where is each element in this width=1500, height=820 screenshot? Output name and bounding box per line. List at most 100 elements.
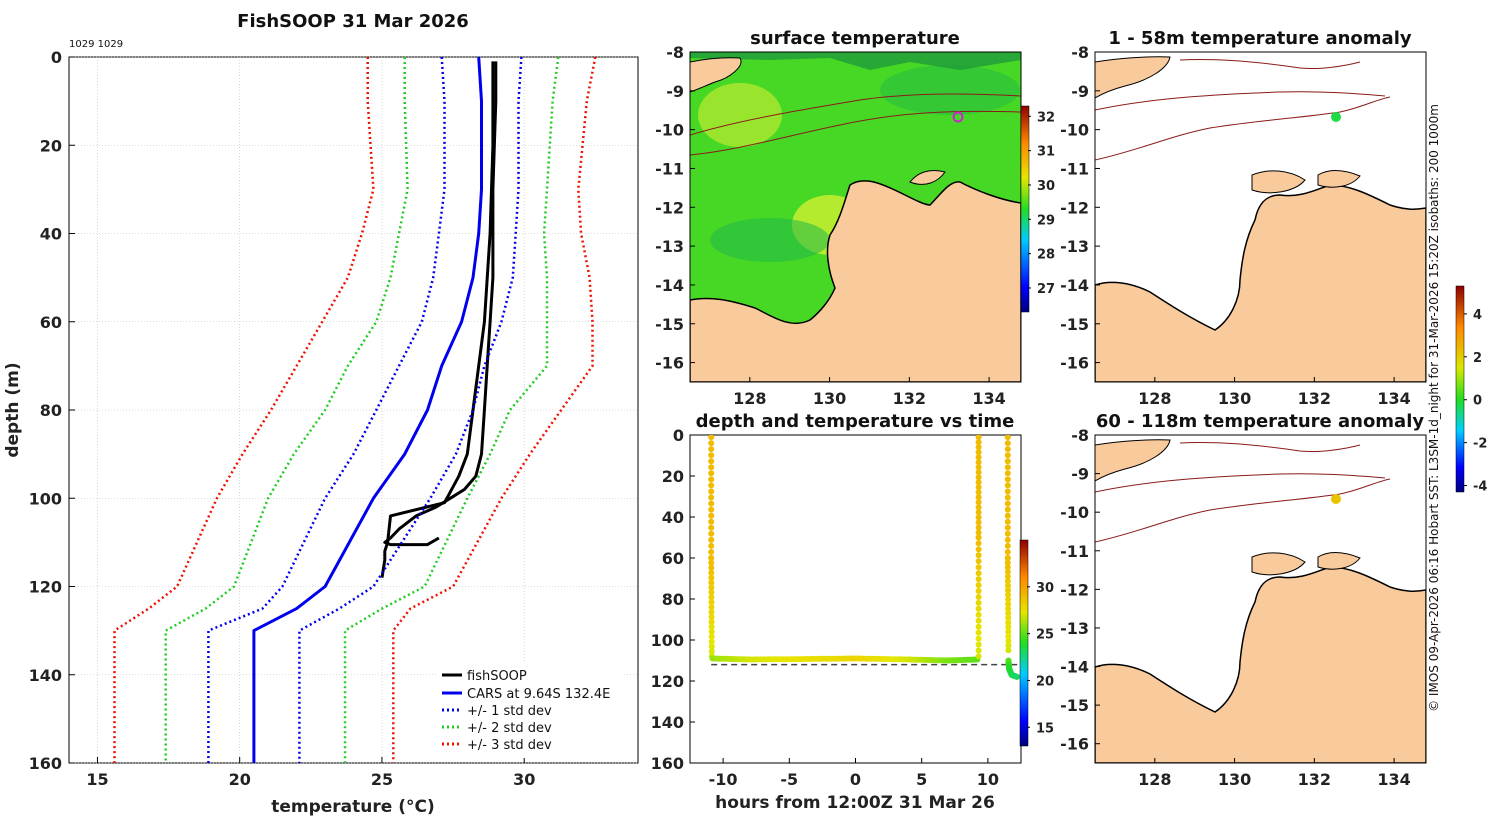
x-tick-label: -10 bbox=[709, 770, 738, 789]
y-tick-label: -13 bbox=[655, 237, 684, 256]
depth-time-point bbox=[708, 476, 715, 483]
cool-patch bbox=[710, 218, 830, 262]
depth-time-point bbox=[708, 619, 715, 625]
depth-time-point bbox=[708, 530, 715, 537]
depth-time-point bbox=[1004, 446, 1011, 453]
cobourg-peninsula bbox=[1317, 552, 1361, 570]
colorbar-tick-label: 28 bbox=[1037, 248, 1055, 263]
australia-coast bbox=[1095, 566, 1426, 763]
series-fishsoop-up- bbox=[380, 61, 495, 578]
depth-time-point bbox=[1004, 549, 1011, 555]
y-tick-label: -11 bbox=[1060, 542, 1089, 561]
profile-x-label: temperature (°C) bbox=[271, 797, 435, 817]
anomaly-marker bbox=[1331, 494, 1341, 504]
depth-time-point bbox=[975, 439, 982, 446]
sst-map-y-ticks: -8 -9 -10 -11 -12 -13 -14 -15 -16 bbox=[655, 43, 695, 373]
depth-time-point bbox=[975, 576, 982, 583]
credit-text: © IMOS 09-Apr-2026 06:16 Hobart SST: L3S… bbox=[1427, 104, 1441, 712]
depth-time-x-label: hours from 12:00Z 31 Mar 26 bbox=[715, 793, 995, 813]
depth-time-point bbox=[975, 635, 982, 642]
depth-time-point bbox=[975, 605, 982, 612]
y-tick-label: 0 bbox=[673, 426, 684, 445]
depth-time-point bbox=[1005, 582, 1011, 589]
y-tick-label: -12 bbox=[1060, 198, 1089, 217]
y-tick-label: 40 bbox=[662, 508, 684, 527]
y-tick-label: -16 bbox=[655, 354, 684, 373]
australia-coast bbox=[690, 180, 1021, 382]
legend-label-std3: +/- 3 std dev bbox=[467, 738, 552, 753]
y-tick-label: 140 bbox=[651, 713, 684, 732]
colorbar-tick-label: 32 bbox=[1037, 110, 1055, 125]
depth-time-point bbox=[975, 641, 982, 648]
y-tick-label: 140 bbox=[29, 666, 62, 685]
series-fishsoop bbox=[383, 61, 498, 547]
depth-time-point bbox=[1004, 506, 1011, 513]
isobath-north bbox=[1179, 58, 1361, 69]
depth-time-colorbar-ticks: 15 20 25 30 bbox=[1027, 581, 1054, 736]
depth-time-point bbox=[975, 469, 982, 476]
x-tick-label: 128 bbox=[1138, 389, 1171, 408]
depth-time-point bbox=[1005, 624, 1012, 631]
depth-time-point bbox=[1004, 536, 1011, 543]
depth-time-point bbox=[1004, 568, 1011, 575]
colorbar-tick-label: 25 bbox=[1036, 628, 1054, 643]
depth-time-point bbox=[708, 470, 715, 477]
colorbar-tick-label: 20 bbox=[1036, 674, 1054, 689]
north-coast-band bbox=[690, 52, 1021, 70]
series-cars-at-9-64s-132-4e bbox=[252, 57, 483, 763]
depth-time-point bbox=[1004, 578, 1011, 585]
depth-time-point bbox=[975, 647, 982, 654]
profile-annotation: 1029 1029 bbox=[69, 39, 123, 50]
depth-time-point bbox=[708, 555, 715, 561]
depth-time-point bbox=[975, 588, 982, 594]
depth-time-point bbox=[708, 464, 715, 471]
profile-chart: 15 20 25 30 0 20 40 60 80 100 120 140 160 FishSOOP … bbox=[3, 11, 639, 817]
depth-time-chart: -10 -5 0 5 10 0 20 40 60 80 100 120 140 160 depth an… bbox=[651, 411, 1055, 813]
legend-label-std1: +/- 1 std dev bbox=[467, 704, 552, 719]
depth-time-point bbox=[708, 536, 715, 543]
y-tick-label: -14 bbox=[655, 276, 684, 295]
depth-time-point bbox=[1004, 542, 1011, 549]
depth-time-point bbox=[708, 564, 715, 571]
isobath-200m bbox=[1095, 473, 1386, 493]
anomaly-deep-field bbox=[1095, 435, 1426, 763]
series--3-std-dev bbox=[392, 57, 597, 763]
depth-time-point bbox=[1004, 470, 1011, 477]
depth-time-point bbox=[975, 509, 982, 516]
depth-time-point bbox=[1004, 476, 1011, 483]
depth-time-point bbox=[1005, 619, 1012, 626]
x-tick-label: 132 bbox=[1298, 770, 1331, 789]
depth-time-point bbox=[1004, 559, 1011, 566]
depth-time-point bbox=[975, 629, 982, 636]
depth-time-point bbox=[708, 579, 715, 586]
series--1-std-dev bbox=[298, 57, 523, 763]
y-tick-label: -8 bbox=[1071, 426, 1089, 445]
x-tick-label: 134 bbox=[1377, 770, 1410, 789]
depth-time-point bbox=[975, 459, 982, 466]
series--3-std-dev bbox=[113, 57, 375, 763]
depth-time-point bbox=[708, 648, 715, 655]
depth-time-point bbox=[708, 435, 715, 441]
y-tick-label: -11 bbox=[655, 159, 684, 178]
depth-time-point bbox=[708, 494, 715, 501]
anomaly-deep-y-ticks: -8 -9 -10 -11 -12 -13 -14 -15 -16 bbox=[1060, 426, 1100, 754]
anomaly-surface-title: 1 - 58m temperature anomaly bbox=[1108, 28, 1411, 49]
colorbar-tick-label: 30 bbox=[1036, 581, 1054, 596]
depth-time-point bbox=[975, 599, 982, 606]
depth-time-point bbox=[975, 623, 982, 630]
depth-time-point bbox=[1005, 642, 1012, 649]
y-tick-label: 80 bbox=[40, 401, 62, 420]
cool-patch bbox=[880, 65, 1020, 115]
y-tick-label: 100 bbox=[651, 631, 684, 650]
profile-y-label: depth (m) bbox=[3, 362, 23, 457]
depth-time-point bbox=[1004, 518, 1011, 525]
isobath-1000m bbox=[1095, 96, 1391, 161]
depth-time-point bbox=[1004, 494, 1011, 501]
y-tick-label: -12 bbox=[1060, 580, 1089, 599]
depth-time-point bbox=[1004, 500, 1011, 507]
depth-time-point bbox=[975, 504, 982, 511]
depth-time-point bbox=[708, 604, 715, 611]
x-tick-label: -5 bbox=[780, 770, 798, 789]
y-tick-label: -15 bbox=[1060, 696, 1089, 715]
depth-time-point bbox=[1004, 488, 1011, 495]
